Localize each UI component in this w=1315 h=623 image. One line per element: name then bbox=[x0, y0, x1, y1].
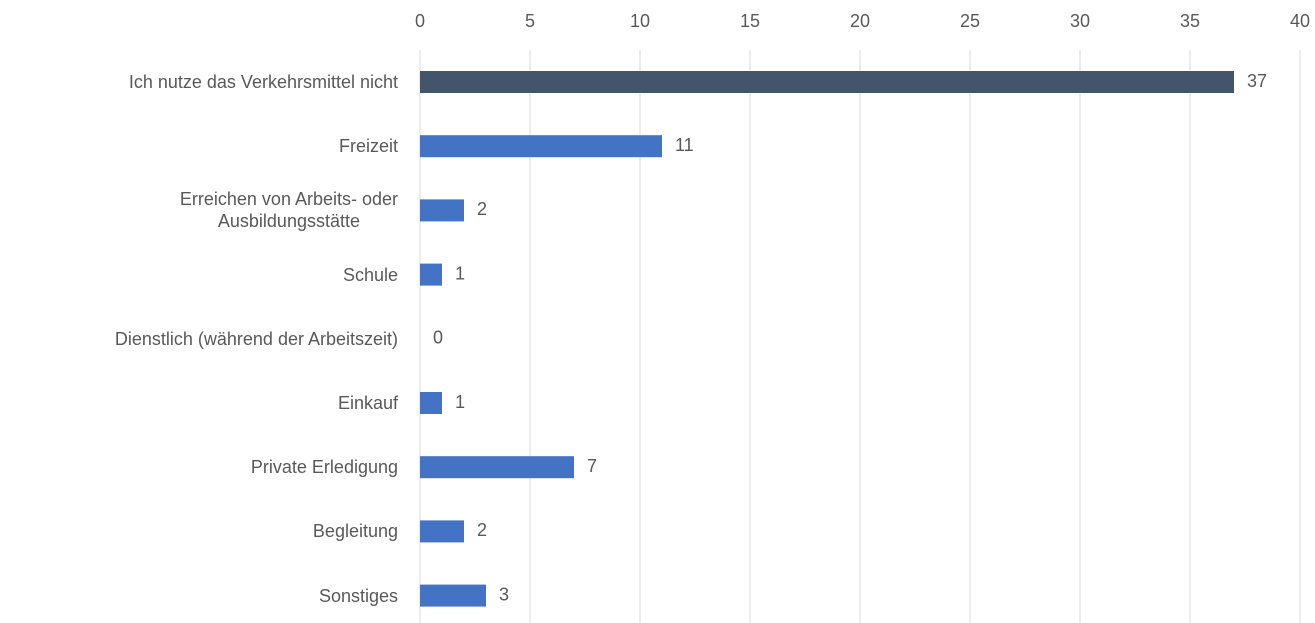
value-label: 11 bbox=[675, 135, 694, 155]
value-label: 1 bbox=[455, 392, 465, 412]
value-label: 0 bbox=[433, 328, 443, 348]
category-label: Schule bbox=[342, 264, 398, 285]
category-label: Einkauf bbox=[337, 393, 398, 413]
bar bbox=[420, 584, 486, 607]
bar bbox=[420, 456, 574, 479]
x-tick-label: 30 bbox=[1070, 11, 1090, 31]
bar bbox=[420, 71, 1234, 93]
x-tick-label: 40 bbox=[1290, 11, 1310, 31]
value-label: 37 bbox=[1247, 71, 1267, 91]
bar bbox=[420, 199, 464, 222]
x-tick-label: 0 bbox=[415, 11, 425, 31]
value-label: 1 bbox=[455, 263, 465, 283]
value-label: 2 bbox=[477, 520, 487, 540]
bar bbox=[420, 263, 442, 286]
category-label: Erreichen von Arbeits- oder Ausbildungss… bbox=[179, 189, 398, 232]
bar bbox=[420, 135, 662, 158]
category-label: Ich nutze das Verkehrsmittel nicht bbox=[128, 72, 398, 92]
category-label: Freizeit bbox=[338, 136, 398, 157]
x-tick-label: 10 bbox=[630, 11, 650, 31]
x-tick-label: 25 bbox=[960, 11, 980, 31]
bar bbox=[420, 392, 442, 414]
value-label: 7 bbox=[587, 456, 597, 476]
x-tick-label: 5 bbox=[525, 11, 535, 31]
value-label: 2 bbox=[477, 199, 487, 219]
x-tick-label: 15 bbox=[740, 11, 760, 31]
category-label: Private Erledigung bbox=[250, 457, 398, 478]
category-label: Sonstiges bbox=[318, 585, 398, 606]
x-tick-label: 35 bbox=[1180, 11, 1200, 31]
value-label: 3 bbox=[499, 584, 509, 604]
x-tick-label: 20 bbox=[850, 11, 870, 31]
bar bbox=[420, 520, 464, 543]
category-label: Begleitung bbox=[312, 521, 398, 542]
category-label: Dienstlich (während der Arbeitszeit) bbox=[114, 328, 398, 349]
